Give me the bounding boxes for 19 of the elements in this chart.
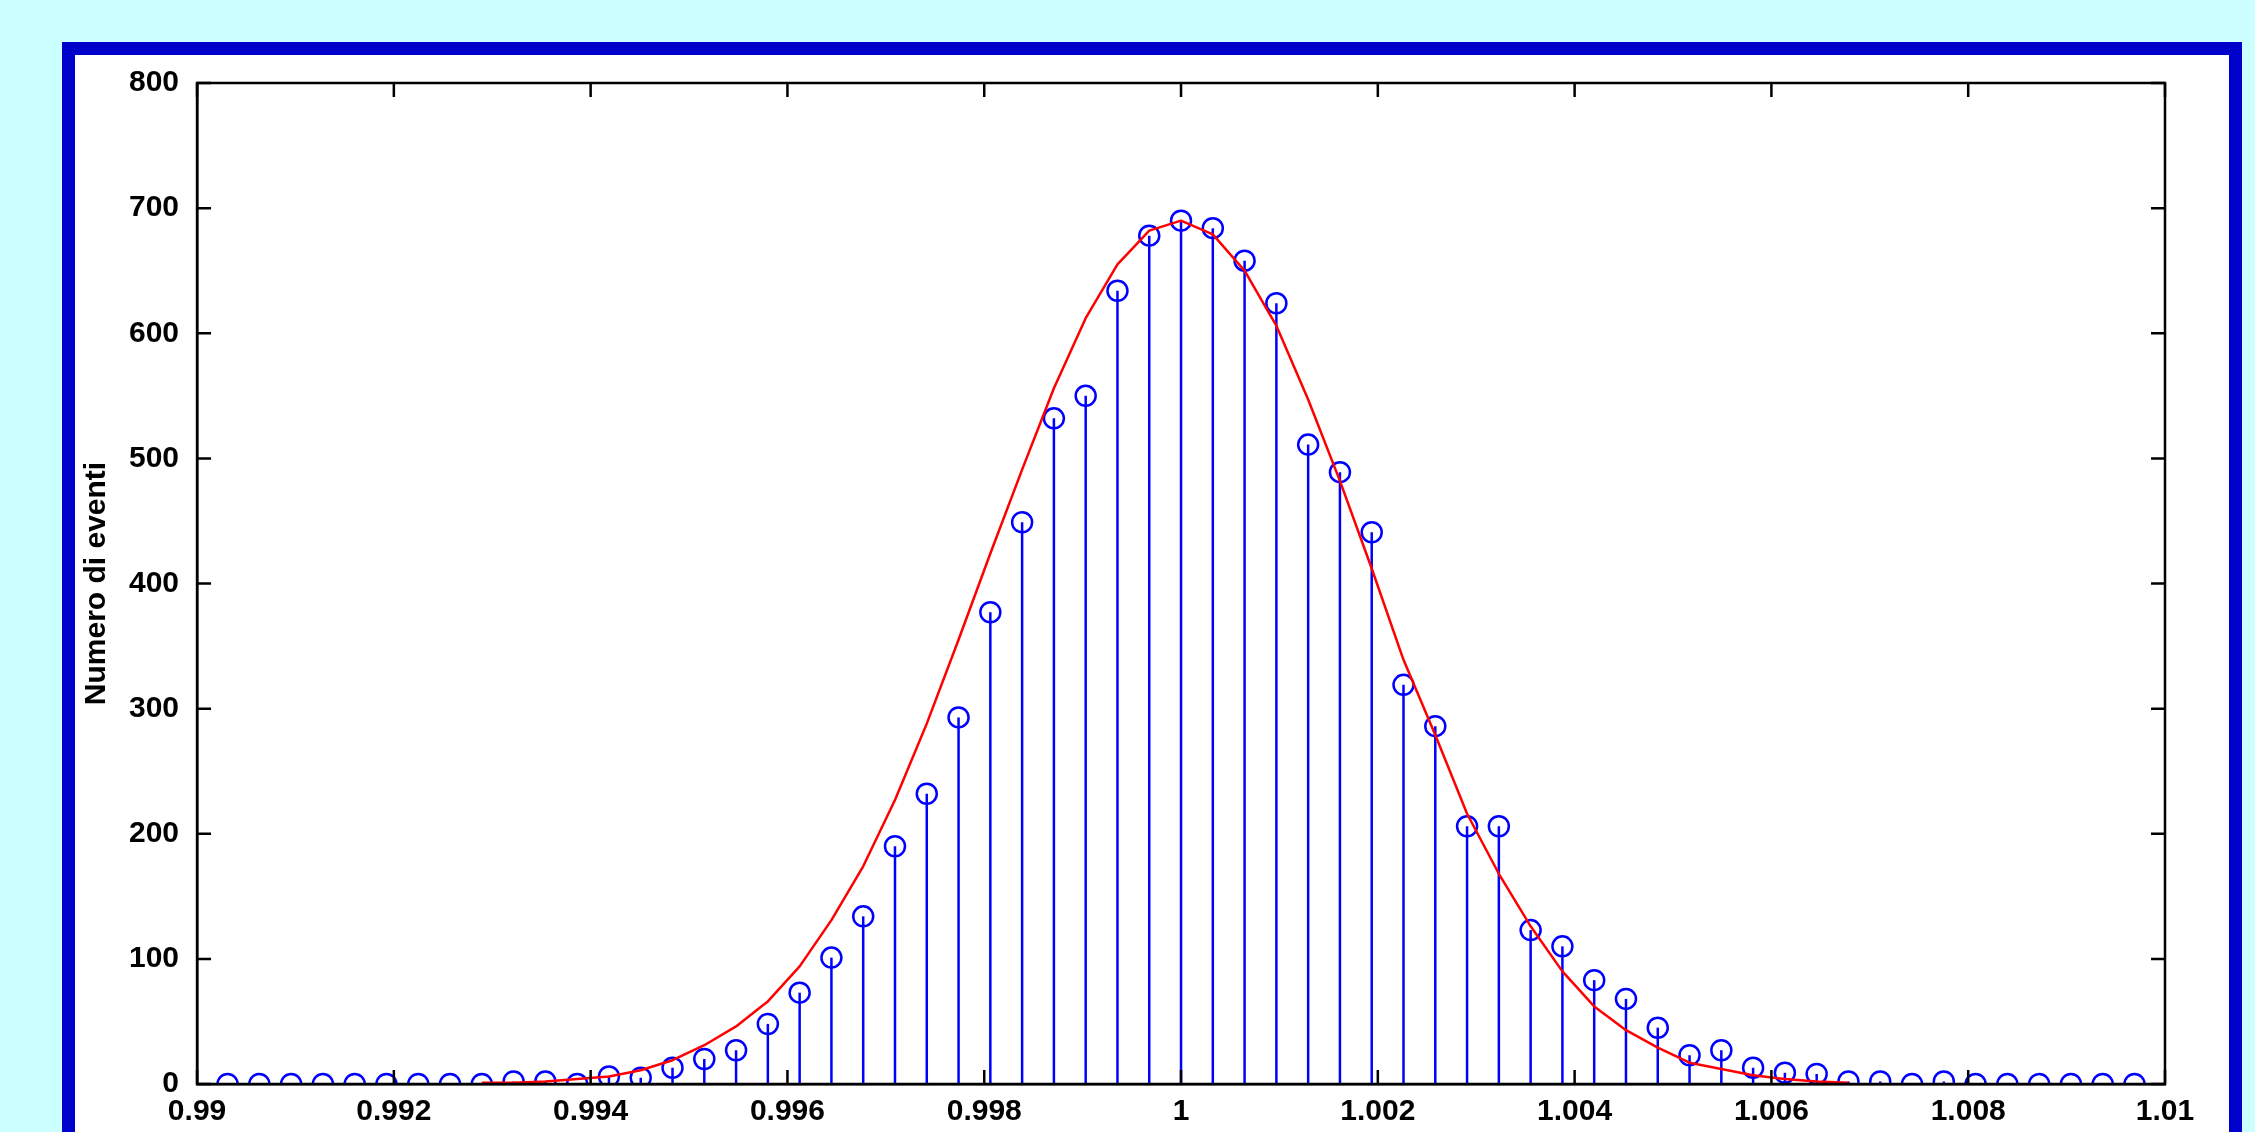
x-tick-label: 0.994 [553, 1093, 629, 1127]
y-tick-label: 700 [128, 189, 180, 223]
x-tick-label: 1.008 [1930, 1093, 2006, 1127]
x-tick-label: 1 [1172, 1093, 1190, 1127]
x-tick-label: 0.998 [946, 1093, 1022, 1127]
y-tick-label: 100 [128, 940, 180, 974]
x-tick-label: 1.01 [2135, 1093, 2195, 1127]
x-tick-label: 1.006 [1733, 1093, 1809, 1127]
y-tick-label: 500 [128, 439, 180, 473]
x-tick-label: 0.992 [356, 1093, 432, 1127]
y-tick-label: 200 [128, 815, 180, 849]
y-tick-label: 600 [128, 314, 180, 348]
y-tick-label: 300 [128, 689, 180, 723]
x-tick-label: 0.996 [749, 1093, 825, 1127]
x-tick-label: 1.002 [1340, 1093, 1416, 1127]
x-tick-label: 1.004 [1537, 1093, 1613, 1127]
y-axis-title: Numero di eventi [78, 461, 112, 706]
y-tick-label: 800 [128, 64, 180, 98]
y-tick-label: 400 [128, 564, 180, 598]
